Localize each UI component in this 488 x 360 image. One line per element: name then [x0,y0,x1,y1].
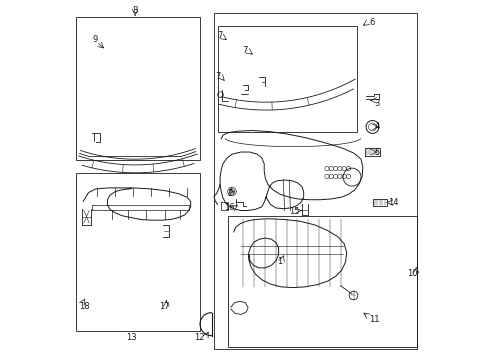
Text: 6: 6 [368,18,374,27]
Text: 17: 17 [159,302,170,311]
Text: 9: 9 [93,35,98,44]
Text: 14: 14 [387,198,398,207]
Bar [76,173,199,330]
Text: 8: 8 [132,6,138,15]
Bar [228,216,416,347]
Text: 7: 7 [242,46,247,55]
Text: 15: 15 [289,207,300,216]
Text: 16: 16 [224,203,235,212]
Text: 4: 4 [373,122,379,131]
Text: 1: 1 [277,257,282,266]
Text: 7: 7 [215,72,221,81]
Text: 13: 13 [126,333,137,342]
Text: 11: 11 [368,315,379,324]
Text: 2: 2 [227,189,232,198]
Text: 3: 3 [373,99,379,108]
Text: 7: 7 [217,31,222,40]
Text: 18: 18 [80,302,90,311]
Bar [76,17,199,160]
Text: 10: 10 [406,269,416,278]
Bar [214,13,416,348]
Text: 12: 12 [194,333,204,342]
Text: 5: 5 [373,148,379,157]
Bar [217,26,357,132]
